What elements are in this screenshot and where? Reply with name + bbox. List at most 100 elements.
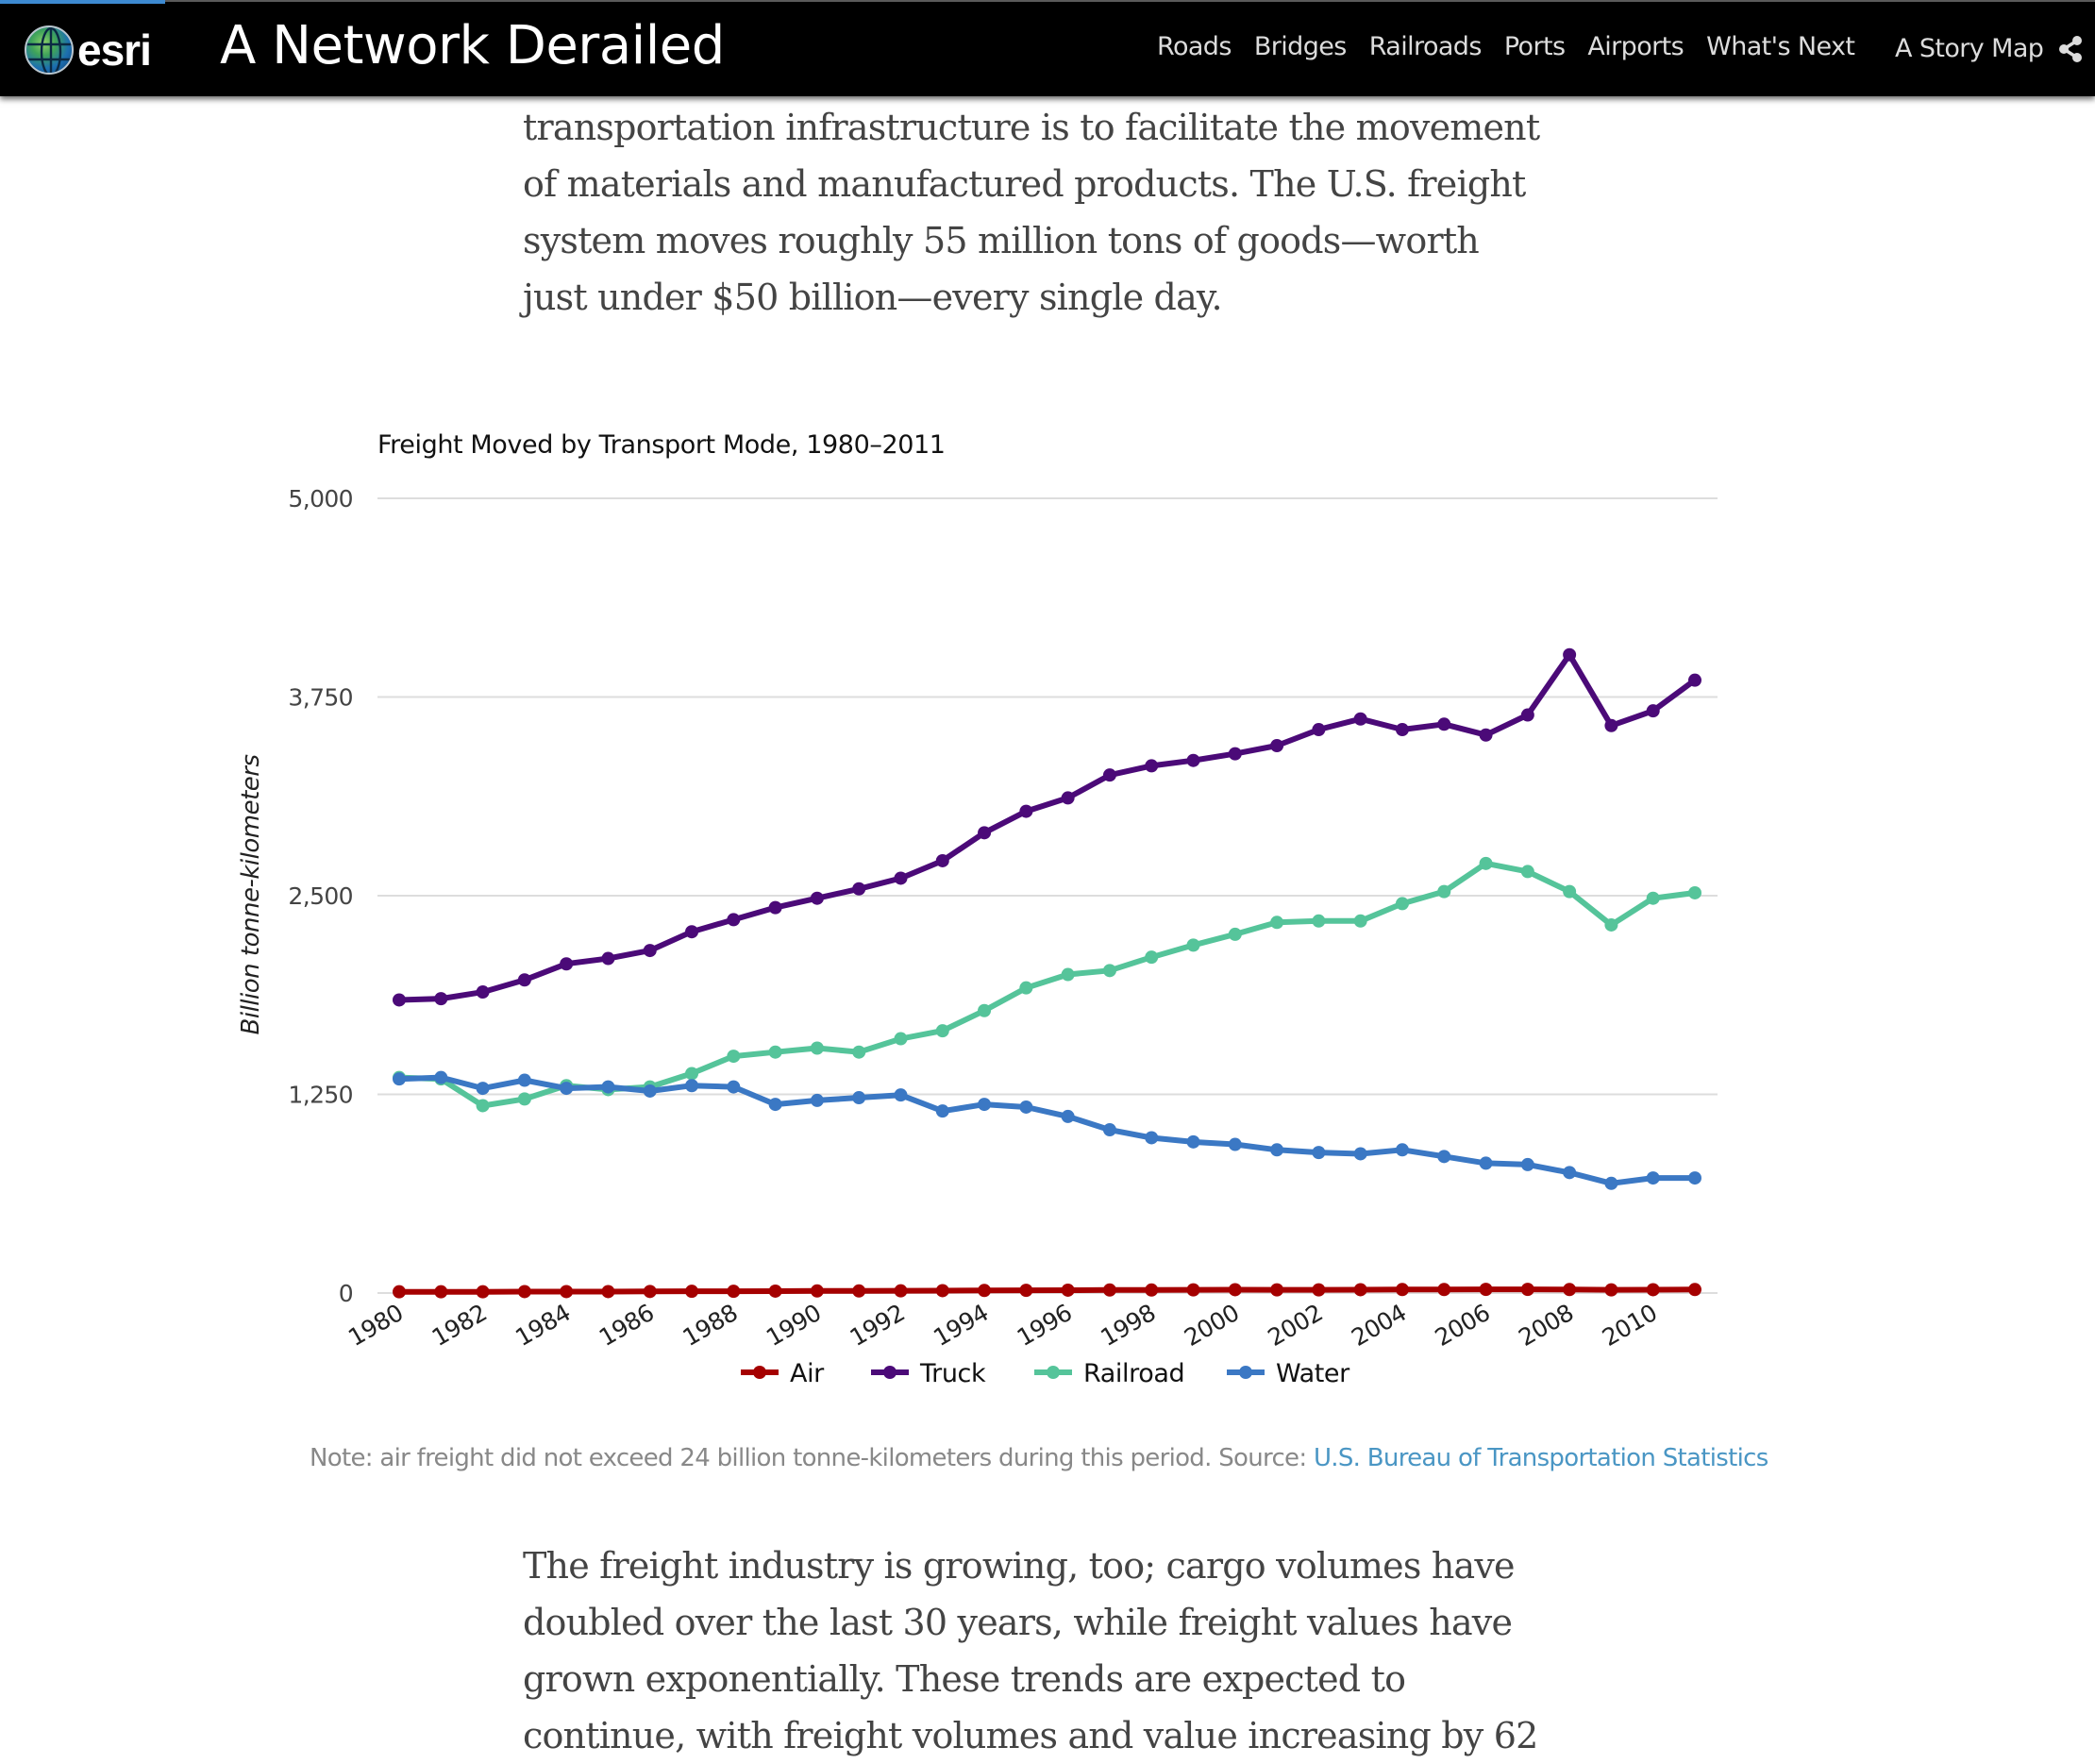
data-point-air: [1353, 1283, 1367, 1297]
data-point-truck: [1646, 704, 1660, 718]
article-paragraph-growth: The freight industry is growing, too; ca…: [523, 1537, 1589, 1764]
data-point-water: [894, 1088, 908, 1102]
paragraph-line: just under $50 billion—every single day.: [523, 277, 1223, 318]
data-point-air: [1563, 1283, 1577, 1297]
data-point-air: [1102, 1283, 1116, 1297]
series-line-water: [398, 1074, 1695, 1186]
data-point-truck: [894, 871, 908, 885]
data-point-railroad: [1102, 964, 1116, 978]
nav-ports[interactable]: Ports: [1503, 32, 1566, 61]
data-point-truck: [1353, 712, 1367, 726]
data-point-railroad: [727, 1050, 741, 1064]
site-header: esri A Network Derailed Roads Bridges Ra…: [0, 0, 2095, 96]
data-point-railroad: [1520, 865, 1534, 879]
data-point-air: [727, 1285, 741, 1299]
legend-marker-water: [1239, 1366, 1252, 1379]
data-point-water: [810, 1093, 824, 1107]
data-point-railroad: [1395, 897, 1409, 911]
data-point-truck: [476, 985, 490, 1000]
data-point-truck: [1270, 739, 1284, 753]
nav-roads[interactable]: Roads: [1157, 32, 1232, 61]
data-point-water: [1270, 1143, 1284, 1157]
data-point-water: [1228, 1137, 1242, 1151]
paragraph-line: system moves roughly 55 million tons of …: [523, 220, 1480, 261]
data-point-truck: [1563, 647, 1577, 662]
y-tick-label: 2,500: [288, 882, 353, 910]
data-point-truck: [643, 944, 657, 958]
data-point-railroad: [1437, 884, 1451, 899]
data-point-truck: [810, 891, 824, 905]
x-tick-label: 1990: [762, 1299, 826, 1352]
data-point-railroad: [1563, 884, 1577, 899]
nav-bridges[interactable]: Bridges: [1253, 32, 1347, 61]
data-point-truck: [560, 957, 574, 971]
nav-whats-next[interactable]: What's Next: [1706, 32, 1855, 61]
paragraph-line: doubled over the last 30 years, while fr…: [523, 1602, 1513, 1643]
data-point-truck: [727, 913, 741, 927]
nav-railroads[interactable]: Railroads: [1368, 32, 1483, 61]
y-tick-label: 3,750: [288, 684, 353, 712]
data-point-water: [1688, 1171, 1701, 1185]
data-point-railroad: [1186, 938, 1200, 952]
data-point-water: [1019, 1100, 1033, 1114]
esri-logo[interactable]: esri: [25, 23, 152, 77]
source-link[interactable]: U.S. Bureau of Transportation Statistics: [1313, 1444, 1768, 1472]
data-point-air: [1688, 1283, 1701, 1297]
data-point-water: [685, 1079, 699, 1093]
x-tick-label: 2000: [1180, 1299, 1244, 1352]
data-point-water: [393, 1072, 406, 1086]
data-point-air: [560, 1285, 574, 1299]
data-point-water: [1563, 1166, 1577, 1180]
main-nav: Roads Bridges Railroads Ports Airports W…: [1157, 32, 1877, 61]
data-point-air: [1270, 1283, 1284, 1297]
data-point-truck: [685, 925, 699, 939]
data-point-railroad: [1353, 914, 1367, 928]
data-point-railroad: [476, 1099, 490, 1113]
data-point-railroad: [1646, 891, 1660, 905]
story-map-link[interactable]: A Story Map: [1895, 34, 2085, 63]
data-point-truck: [1312, 723, 1326, 737]
share-icon[interactable]: [2056, 35, 2085, 63]
nav-airports[interactable]: Airports: [1587, 32, 1684, 61]
data-point-truck: [978, 826, 992, 840]
data-point-truck: [1479, 728, 1493, 742]
data-point-truck: [1520, 708, 1534, 722]
data-point-water: [1145, 1131, 1159, 1145]
data-point-water: [1479, 1156, 1493, 1170]
data-point-water: [517, 1073, 531, 1087]
data-point-water: [1312, 1146, 1326, 1160]
data-point-railroad: [810, 1041, 824, 1055]
data-point-air: [601, 1285, 615, 1299]
data-point-railroad: [1228, 927, 1242, 941]
y-tick-label: 5,000: [288, 485, 353, 512]
data-point-truck: [1019, 804, 1033, 818]
x-tick-label: 2006: [1431, 1299, 1495, 1352]
x-tick-label: 1984: [511, 1299, 575, 1352]
data-point-railroad: [894, 1032, 908, 1046]
data-point-railroad: [1604, 917, 1618, 932]
data-point-air: [434, 1285, 448, 1299]
legend-marker-railroad: [1047, 1366, 1060, 1379]
y-axis-label: Billion tonne-kilometers: [237, 755, 265, 1035]
paragraph-line: of materials and manufactured products. …: [523, 163, 1526, 205]
data-point-railroad: [768, 1045, 782, 1059]
series-line-air: [399, 1286, 1696, 1295]
data-point-railroad: [517, 1092, 531, 1106]
data-point-air: [685, 1285, 699, 1299]
x-tick-label: 1988: [678, 1299, 742, 1352]
article-paragraph-intro: transportation infrastructure is to faci…: [523, 99, 1589, 326]
data-point-water: [560, 1082, 574, 1096]
x-tick-label: 1994: [929, 1299, 993, 1352]
data-point-air: [1228, 1283, 1242, 1297]
data-point-truck: [1604, 718, 1618, 732]
data-point-water: [1604, 1176, 1618, 1190]
data-point-truck: [517, 973, 531, 987]
data-point-water: [434, 1070, 448, 1084]
data-point-truck: [393, 993, 406, 1007]
data-point-water: [1186, 1134, 1200, 1149]
data-point-air: [1604, 1283, 1618, 1297]
chart-title: Freight Moved by Transport Mode, 1980–20…: [377, 430, 946, 460]
data-point-railroad: [1019, 981, 1033, 995]
data-point-railroad: [1061, 967, 1075, 982]
